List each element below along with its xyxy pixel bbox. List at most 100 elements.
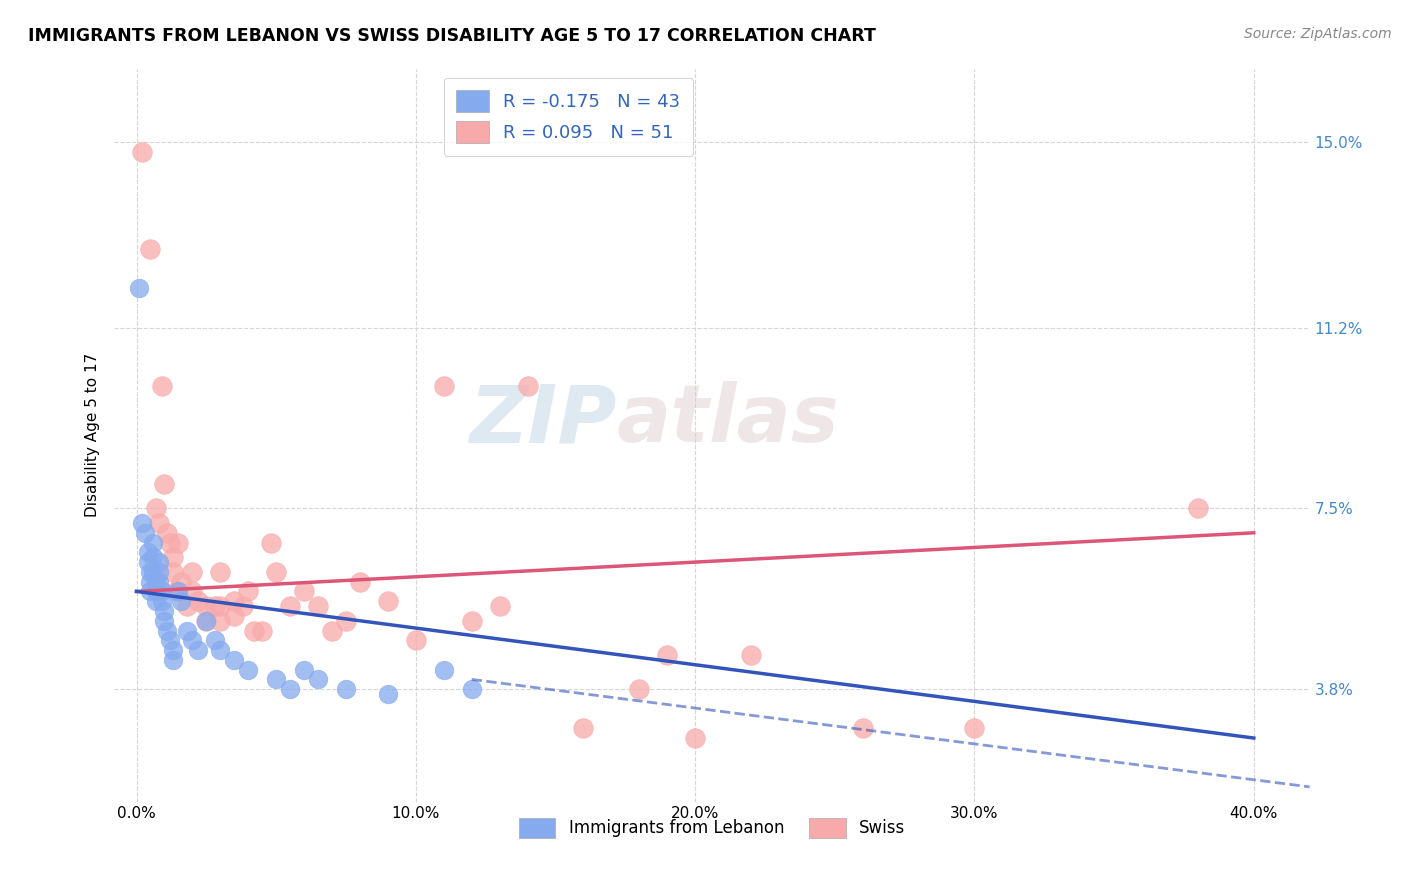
Point (150, 584, 173, 599)
Point (128, 281, 150, 295)
Point (321, 624, 343, 638)
Point (572, 721, 595, 735)
Text: atlas: atlas (616, 382, 839, 459)
Point (195, 614, 218, 628)
Point (460, 614, 482, 628)
Point (167, 584, 190, 599)
Point (131, 516, 153, 530)
Point (209, 599, 232, 613)
Point (162, 643, 184, 657)
Text: Source: ZipAtlas.com: Source: ZipAtlas.com (1244, 27, 1392, 41)
Point (181, 584, 204, 599)
Point (139, 584, 162, 599)
Point (224, 594, 246, 608)
Point (134, 525, 156, 540)
Point (159, 633, 181, 648)
Point (516, 379, 538, 393)
Point (433, 379, 456, 393)
Point (1187, 501, 1209, 516)
Point (159, 535, 181, 549)
Point (148, 565, 170, 579)
Text: ZIP: ZIP (470, 382, 616, 459)
Point (153, 477, 176, 491)
Point (238, 663, 260, 677)
Point (150, 379, 173, 393)
Point (292, 663, 315, 677)
Point (145, 501, 167, 516)
Point (195, 614, 218, 628)
Point (176, 599, 198, 613)
Point (209, 643, 232, 657)
Point (224, 608, 246, 623)
Point (204, 633, 226, 648)
Point (195, 599, 218, 613)
Point (307, 673, 329, 687)
Point (167, 535, 190, 549)
Point (852, 721, 875, 735)
Point (238, 584, 260, 599)
Point (264, 673, 287, 687)
Point (683, 731, 706, 745)
Point (740, 648, 762, 662)
Text: IMMIGRANTS FROM LEBANON VS SWISS DISABILITY AGE 5 TO 17 CORRELATION CHART: IMMIGRANTS FROM LEBANON VS SWISS DISABIL… (28, 27, 876, 45)
Point (209, 614, 232, 628)
Legend: Immigrants from Lebanon, Swiss: Immigrants from Lebanon, Swiss (512, 811, 912, 845)
Point (145, 594, 167, 608)
Point (187, 594, 209, 608)
Point (148, 516, 170, 530)
Point (139, 574, 162, 589)
Point (335, 682, 357, 697)
Point (176, 624, 198, 638)
Point (162, 565, 184, 579)
Point (243, 624, 266, 638)
Point (349, 574, 371, 589)
Point (165, 584, 187, 599)
Point (156, 525, 179, 540)
Point (204, 599, 226, 613)
Y-axis label: Disability Age 5 to 17: Disability Age 5 to 17 (86, 353, 100, 517)
Point (628, 682, 651, 697)
Point (162, 653, 184, 667)
Point (307, 599, 329, 613)
Point (252, 624, 274, 638)
Point (405, 633, 427, 648)
Point (162, 550, 184, 565)
Point (657, 648, 679, 662)
Point (139, 243, 162, 257)
Point (145, 584, 167, 599)
Point (232, 599, 254, 613)
Point (209, 565, 232, 579)
Point (150, 594, 173, 608)
Point (181, 565, 204, 579)
Point (153, 614, 176, 628)
Point (170, 574, 193, 589)
Point (377, 594, 399, 608)
Point (488, 599, 510, 613)
Point (170, 594, 193, 608)
Point (145, 574, 167, 589)
Point (278, 599, 301, 613)
Point (148, 574, 170, 589)
Point (264, 565, 287, 579)
Point (377, 687, 399, 701)
Point (153, 604, 176, 618)
Point (131, 145, 153, 159)
Point (136, 545, 159, 559)
Point (460, 682, 482, 697)
Point (136, 555, 159, 569)
Point (259, 535, 281, 549)
Point (142, 565, 165, 579)
Point (335, 614, 357, 628)
Point (224, 653, 246, 667)
Point (433, 663, 456, 677)
Point (292, 584, 315, 599)
Point (139, 565, 162, 579)
Point (963, 721, 986, 735)
Point (181, 633, 204, 648)
Point (278, 682, 301, 697)
Point (156, 624, 179, 638)
Point (142, 535, 165, 549)
Point (148, 555, 170, 569)
Point (187, 643, 209, 657)
Point (142, 550, 165, 565)
